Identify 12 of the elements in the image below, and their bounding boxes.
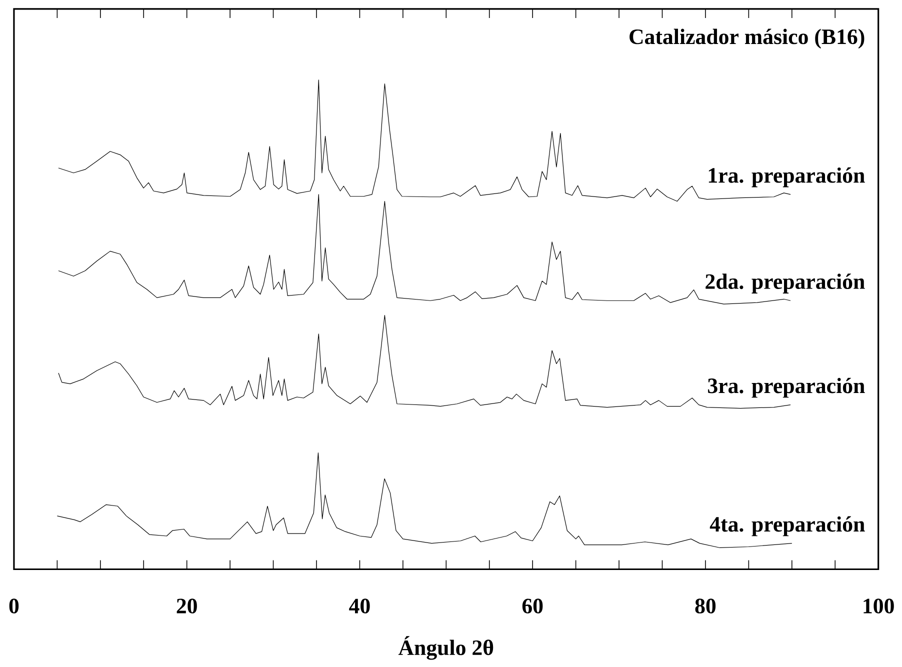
series-label: 3ra. preparación xyxy=(708,378,865,398)
x-tick-label: 80 xyxy=(695,598,716,614)
x-tick-label: 60 xyxy=(522,598,543,614)
series-label: 4ta. preparación xyxy=(710,516,865,536)
x-tick-label: 20 xyxy=(176,598,197,614)
chart-title: Catalizador másico (B16) xyxy=(630,28,864,49)
x-tick-label: 100 xyxy=(864,598,894,614)
x-axis-title: Ángulo 2θ xyxy=(398,636,494,660)
series-label: 1ra. preparación xyxy=(708,167,865,188)
series-label: 2da. preparación xyxy=(706,274,865,294)
x-tick-label: 40 xyxy=(349,598,370,614)
x-tick-label: 0 xyxy=(9,598,19,614)
